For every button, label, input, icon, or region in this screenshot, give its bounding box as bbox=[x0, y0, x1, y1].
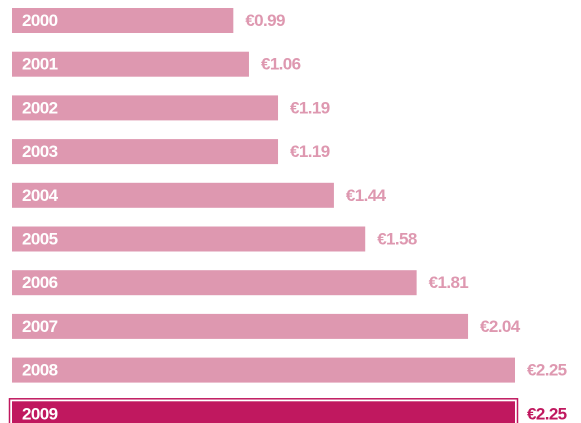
value-label: €2.25 bbox=[527, 361, 567, 380]
value-label: €1.81 bbox=[429, 273, 469, 292]
bar bbox=[12, 270, 417, 296]
bar bbox=[12, 95, 279, 121]
value-label: €0.99 bbox=[245, 11, 285, 30]
bar bbox=[12, 401, 515, 423]
bar bbox=[12, 51, 249, 77]
value-label: €2.25 bbox=[527, 404, 567, 423]
bar bbox=[12, 313, 469, 339]
bar bbox=[12, 226, 366, 252]
bar bbox=[12, 8, 234, 33]
bar bbox=[12, 357, 515, 383]
value-label: €1.58 bbox=[377, 229, 417, 248]
category-label: 2006 bbox=[22, 273, 58, 292]
bar-highlight-outline bbox=[8, 398, 519, 423]
category-label: 2004 bbox=[22, 186, 59, 205]
value-label: €1.44 bbox=[346, 186, 387, 205]
category-label: 2000 bbox=[22, 11, 58, 30]
category-label: 2009 bbox=[22, 404, 58, 423]
category-label: 2002 bbox=[22, 98, 58, 117]
value-label: €1.19 bbox=[290, 142, 330, 161]
category-label: 2005 bbox=[22, 229, 58, 248]
value-label: €1.06 bbox=[261, 55, 301, 74]
category-label: 2001 bbox=[22, 55, 58, 74]
bar bbox=[12, 182, 334, 208]
value-label: €2.04 bbox=[480, 317, 521, 336]
bar bbox=[12, 139, 279, 165]
value-label: €1.19 bbox=[290, 98, 330, 117]
category-label: 2008 bbox=[22, 361, 58, 380]
category-label: 2007 bbox=[22, 317, 58, 336]
category-label: 2003 bbox=[22, 142, 58, 161]
